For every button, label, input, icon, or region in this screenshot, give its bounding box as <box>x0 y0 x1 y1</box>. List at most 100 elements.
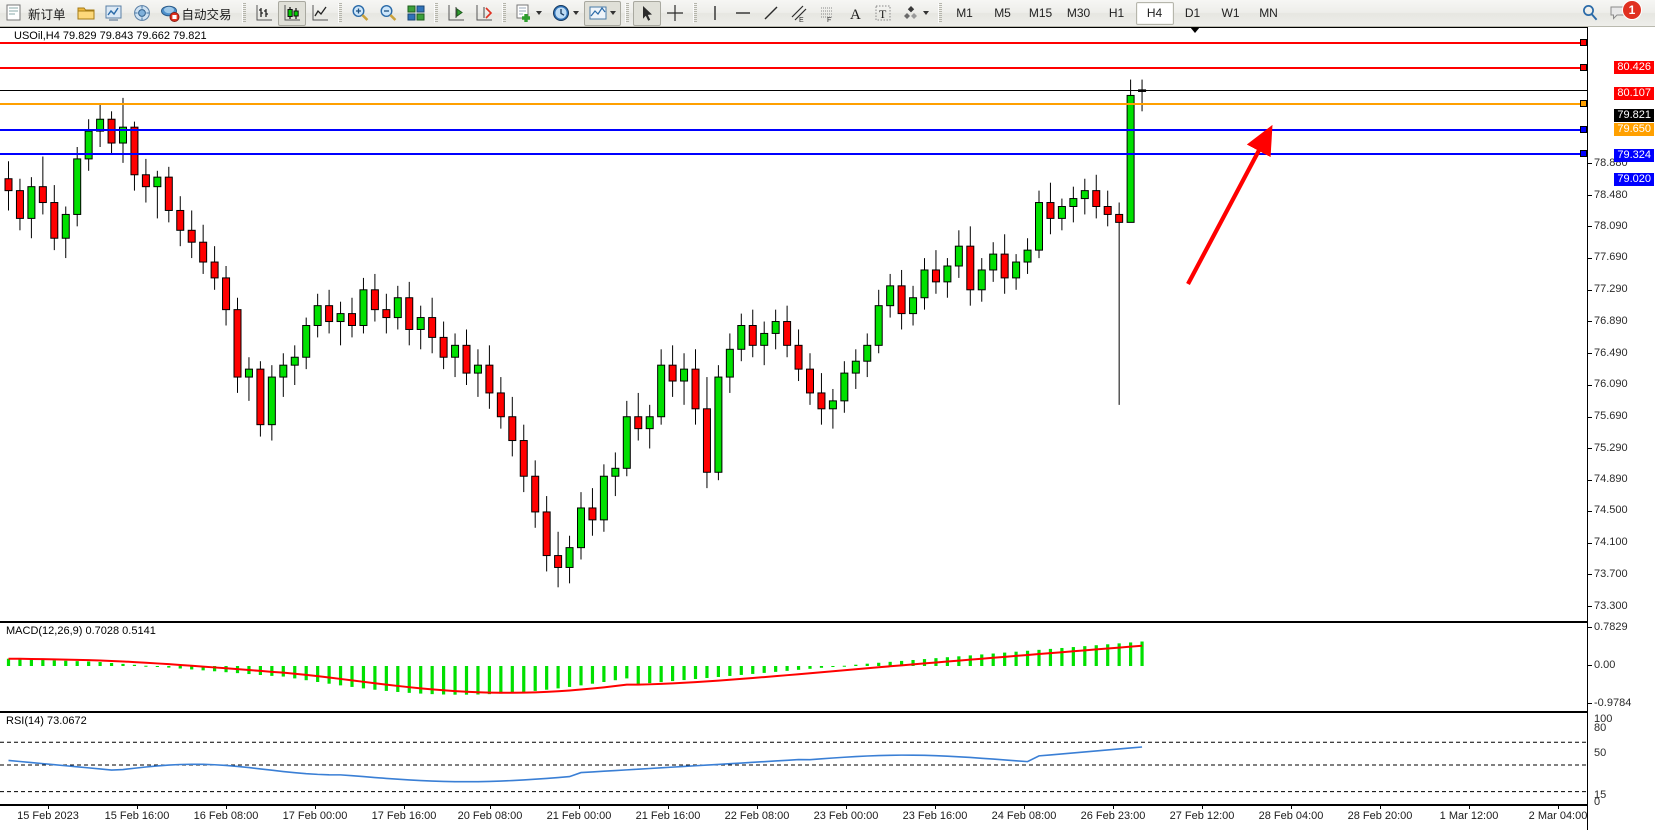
text-label-tool[interactable]: T <box>869 1 897 26</box>
current-price-line[interactable] <box>0 89 1588 91</box>
timeframe-m30[interactable]: M30 <box>1066 6 1091 20</box>
periods-button[interactable] <box>547 1 584 26</box>
timeframe-h4[interactable]: H4 <box>1135 1 1174 25</box>
symbol-ohlc-label: USOil,H4 79.829 79.843 79.662 79.821 <box>14 30 207 42</box>
time-axis-label: 16 Feb 08:00 <box>193 810 259 822</box>
cursor-tool[interactable] <box>632 0 661 26</box>
support-line-2[interactable] <box>0 153 1588 156</box>
resistance-line-1-price-tag[interactable]: 80.426 <box>1614 61 1654 75</box>
support-line-2-price-tag[interactable]: 79.020 <box>1614 172 1654 186</box>
zoom-out-icon <box>380 4 396 21</box>
zoom-out-button[interactable] <box>374 1 402 26</box>
shapes-tool[interactable] <box>897 1 934 26</box>
macd-axis-label: -0.9784 <box>1594 696 1632 709</box>
axis-tick-label: 78.480 <box>1594 188 1628 201</box>
time-tick <box>1291 805 1292 809</box>
trendline-icon <box>764 6 778 20</box>
resistance-line-2[interactable] <box>0 67 1588 70</box>
entry-line-price-tag[interactable]: 79.650 <box>1614 122 1654 136</box>
bar-chart-button[interactable] <box>250 1 278 26</box>
chart-shift-button[interactable] <box>442 1 470 26</box>
time-tick <box>48 805 49 809</box>
time-tick <box>757 805 758 809</box>
chevron-down-icon[interactable] <box>572 11 579 15</box>
axis-tick <box>1588 627 1592 628</box>
trendline-tool[interactable] <box>757 1 785 26</box>
timeframe-mn[interactable]: MN <box>1259 6 1278 20</box>
price-axis[interactable]: 78.880 78.480 78.090 77.690 77.290 76.890 76.4… <box>1588 27 1655 830</box>
macd-pane[interactable]: MACD(12,26,9) 0.7028 0.5141 <box>0 622 1655 712</box>
macd-axis-label: 0.00 <box>1594 658 1616 671</box>
entry-line[interactable] <box>0 103 1588 106</box>
chevron-down-icon[interactable] <box>922 11 929 15</box>
timeframe-w1[interactable]: W1 <box>1221 6 1240 20</box>
crosshair-tool[interactable] <box>661 1 689 26</box>
autotrading-label: 自动交易 <box>181 7 232 22</box>
candlestick-chart-button[interactable] <box>277 0 306 26</box>
line-chart-button[interactable] <box>306 1 334 26</box>
timeframe-h1[interactable]: H1 <box>1108 6 1125 20</box>
equidistant-channel-icon: E <box>791 5 806 23</box>
axis-tick-label: 76.890 <box>1594 314 1628 327</box>
terminal-button[interactable] <box>100 1 128 26</box>
rsi-pane[interactable]: RSI(14) 73.0672 <box>0 712 1655 805</box>
support-line-1-handle[interactable] <box>1580 126 1587 134</box>
axis-tick <box>1588 703 1592 704</box>
alerts-button[interactable]: 1 <box>1604 0 1653 26</box>
toolbar-separator <box>937 3 942 23</box>
search-button[interactable] <box>1576 1 1604 26</box>
data-folder-button[interactable] <box>72 1 100 26</box>
timeframe-m15[interactable]: M15 <box>1028 6 1053 20</box>
indicators-icon <box>516 4 530 22</box>
svg-text:T: T <box>879 7 887 21</box>
new-order-button[interactable]: 新订单 <box>2 1 72 26</box>
equidistant-channel-tool[interactable]: E <box>785 1 813 26</box>
autotrading-button[interactable]: 自动交易 <box>156 1 238 26</box>
templates-button[interactable] <box>583 0 621 26</box>
auto-scroll-button[interactable] <box>470 1 498 26</box>
toolbar-separator <box>501 3 506 23</box>
rsi-axis-label: 100 <box>1594 712 1613 725</box>
zoom-in-button[interactable] <box>346 1 374 26</box>
metaeditor-button[interactable] <box>128 1 156 26</box>
templates-icon <box>589 6 607 20</box>
tile-windows-button[interactable] <box>402 1 430 26</box>
axis-tick-label: 73.300 <box>1594 599 1628 612</box>
axis-tick <box>1588 384 1592 386</box>
time-axis[interactable]: 15 Feb 2023 15 Feb 16:00 16 Feb 08:00 17 Fe… <box>0 805 1655 830</box>
time-axis-label: 28 Feb 20:00 <box>1347 810 1413 822</box>
resistance-line-2-handle[interactable] <box>1580 64 1587 72</box>
support-line-2-handle[interactable] <box>1580 150 1587 158</box>
entry-line-handle[interactable] <box>1580 100 1587 108</box>
timeframe-m5[interactable]: M5 <box>994 6 1011 20</box>
timeframe-d1[interactable]: D1 <box>1184 6 1201 20</box>
current-price-line-price-tag[interactable]: 79.821 <box>1614 109 1654 123</box>
vertical-line-tool[interactable] <box>701 1 729 26</box>
time-axis-label: 2 Mar 04:00 <box>1528 810 1588 822</box>
macd-canvas <box>6 641 1144 695</box>
chevron-down-icon[interactable] <box>609 11 616 15</box>
shapes-icon <box>903 6 917 19</box>
axis-tick-label: 78.880 <box>1594 156 1628 169</box>
axis-tick <box>1588 195 1592 197</box>
support-line-1-price-tag[interactable]: 79.324 <box>1614 148 1654 162</box>
time-axis-label: 15 Feb 16:00 <box>104 810 170 822</box>
fibonacci-tool[interactable]: F <box>813 1 841 26</box>
toolbar-separator <box>692 3 697 23</box>
timeframe-m1[interactable]: M1 <box>956 6 973 20</box>
indicators-button[interactable] <box>510 1 547 26</box>
text-tool[interactable]: A <box>841 1 869 26</box>
support-line-1[interactable] <box>0 129 1588 132</box>
auto-scroll-icon <box>476 5 492 21</box>
axis-tick <box>1588 574 1592 576</box>
time-axis-label: 23 Feb 16:00 <box>902 810 968 822</box>
chevron-down-icon[interactable] <box>535 11 542 15</box>
resistance-line-2-price-tag[interactable]: 80.107 <box>1614 86 1654 100</box>
time-tick <box>1113 805 1114 809</box>
horizontal-line-tool[interactable] <box>729 1 757 26</box>
resistance-line-1-handle[interactable] <box>1580 38 1587 46</box>
resistance-line-1[interactable] <box>0 41 1588 44</box>
price-pane[interactable]: USOil,H4 79.829 79.843 79.662 79.821 <box>0 27 1655 622</box>
svg-text:A: A <box>850 7 861 23</box>
chart-area[interactable]: USOil,H4 79.829 79.843 79.662 79.821 MAC… <box>0 27 1655 830</box>
